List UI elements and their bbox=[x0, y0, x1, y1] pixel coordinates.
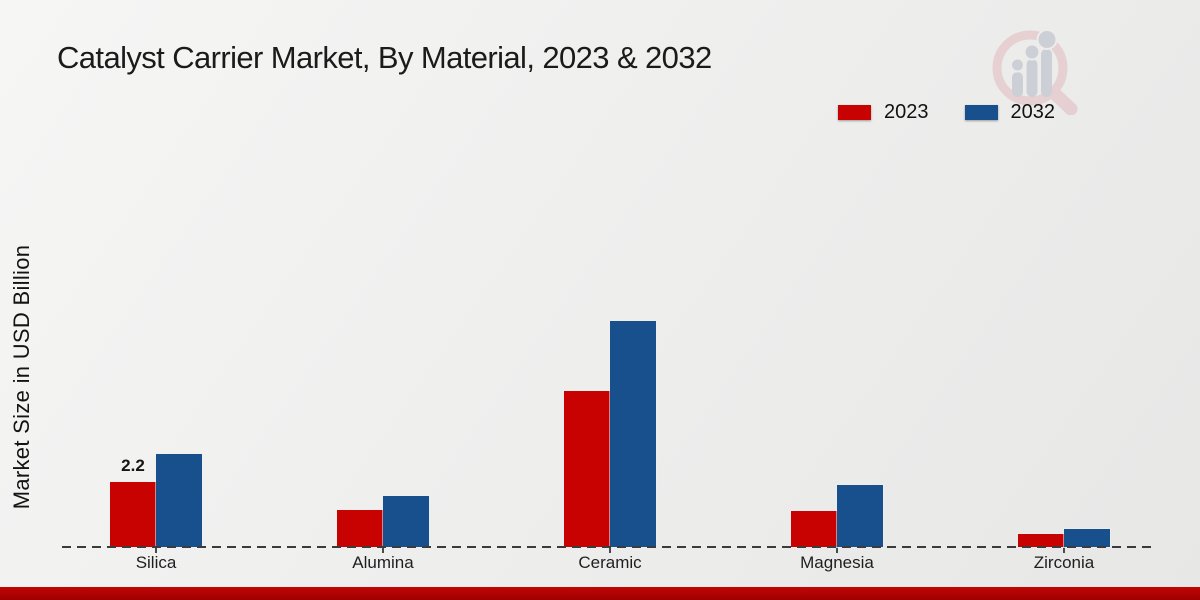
category-label-silica: Silica bbox=[135, 553, 177, 572]
logo-dot-small bbox=[1010, 57, 1025, 73]
logo-dot-large bbox=[1036, 29, 1058, 50]
axis-tick-zirconia bbox=[1063, 547, 1065, 553]
bar-value-label: 2.2 bbox=[121, 456, 145, 475]
legend-swatch-2023 bbox=[838, 105, 871, 120]
axis-tick-ceramic bbox=[609, 547, 611, 553]
y-axis-label: Market Size in USD Billion bbox=[9, 244, 34, 510]
axis-tick-alumina bbox=[382, 547, 384, 553]
legend-label-2032: 2032 bbox=[1010, 101, 1056, 123]
category-label-ceramic: Ceramic bbox=[578, 553, 642, 572]
bar-ceramic-2023 bbox=[563, 390, 611, 548]
legend-swatch-2032 bbox=[964, 105, 998, 120]
category-label-magnesia: Magnesia bbox=[800, 553, 874, 572]
legend: 2023 2032 bbox=[838, 101, 1055, 124]
bar-silica-2023 bbox=[109, 481, 157, 548]
logo-dot-medium bbox=[1023, 43, 1041, 61]
bar-alumina-2032 bbox=[382, 495, 430, 548]
legend-item-2023: 2023 bbox=[838, 101, 929, 124]
magnifier-handle bbox=[1047, 86, 1078, 115]
logo-bar-medium bbox=[1026, 59, 1038, 97]
magnifier-chart-logo-icon bbox=[992, 29, 1078, 115]
category-label-zirconia: Zirconia bbox=[1033, 553, 1095, 572]
bar-ceramic-2032 bbox=[609, 320, 657, 548]
bar-zirconia-2032 bbox=[1063, 528, 1111, 548]
bar-magnesia-2023 bbox=[790, 510, 838, 548]
legend-item-2032: 2032 bbox=[964, 101, 1056, 124]
logo-bar-tall bbox=[1041, 49, 1052, 97]
magnifier-ring bbox=[992, 30, 1068, 106]
legend-label-2023: 2023 bbox=[884, 101, 929, 123]
bar-zirconia-2023 bbox=[1017, 533, 1065, 548]
axis-tick-silica bbox=[155, 547, 157, 553]
logo-bar-small bbox=[1012, 72, 1023, 97]
category-label-alumina: Alumina bbox=[352, 553, 414, 572]
axis-tick-magnesia bbox=[836, 547, 838, 553]
bar-silica-2032 bbox=[155, 453, 203, 548]
chart-title: Catalyst Carrier Market, By Material, 20… bbox=[57, 40, 712, 75]
bottom-accent-bar bbox=[0, 587, 1200, 600]
x-axis-baseline bbox=[62, 546, 1157, 548]
bar-magnesia-2032 bbox=[836, 484, 884, 548]
bar-alumina-2023 bbox=[336, 509, 384, 548]
